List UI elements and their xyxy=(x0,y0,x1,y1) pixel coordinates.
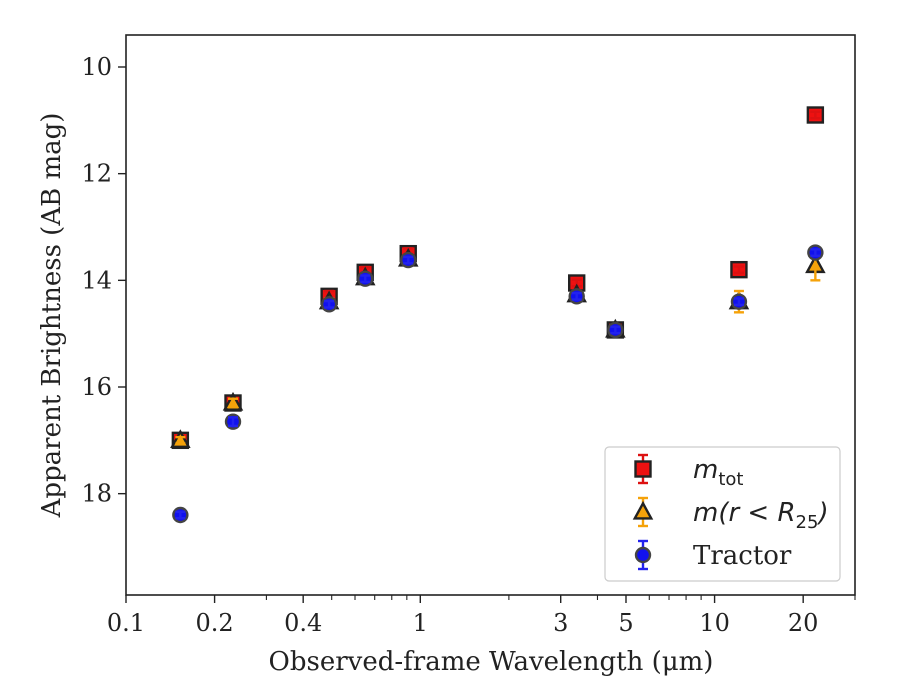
x-axis-label: Observed-frame Wavelength (μm) xyxy=(269,647,714,677)
legend-triangle-marker xyxy=(632,500,654,520)
legend-entry: m(r < R25) xyxy=(632,496,829,533)
legend-entry: Tractor xyxy=(634,539,792,571)
data-point xyxy=(224,413,242,430)
legend-box xyxy=(604,446,841,582)
data-point xyxy=(172,506,189,524)
x-tick-label: 10 xyxy=(699,609,730,637)
y-axis-label: Apparent Brightness (AB mag) xyxy=(37,113,67,519)
x-tick-label: 5 xyxy=(618,609,633,637)
data-point xyxy=(222,391,244,411)
legend-label: Tractor xyxy=(693,541,792,571)
legend-entry: mtot xyxy=(634,453,743,490)
data-point xyxy=(568,288,585,305)
y-tick-label: 18 xyxy=(81,480,112,508)
data-point xyxy=(400,251,417,269)
y-tick-label: 12 xyxy=(81,160,112,188)
plot-area xyxy=(125,34,856,596)
x-tick-label: 0.1 xyxy=(107,609,145,637)
legend-circle-marker xyxy=(634,546,652,564)
data-point xyxy=(170,429,191,449)
x-tick-label: 20 xyxy=(788,609,819,637)
legend-label: m(r < R25) xyxy=(693,498,829,533)
y-tick-label: 14 xyxy=(81,266,112,294)
x-tick-label: 0.2 xyxy=(196,609,234,637)
x-axis: 0.1 0.2 0.4 1 3 5 10 20 xyxy=(107,595,856,637)
data-point xyxy=(730,260,748,279)
plot-frame xyxy=(125,34,856,596)
series-tractor xyxy=(172,244,824,524)
data-point xyxy=(807,244,824,261)
legend-square-marker xyxy=(634,460,652,478)
x-tick-label: 3 xyxy=(553,609,568,637)
x-tick-label: 0.4 xyxy=(284,609,322,637)
y-tick-label: 10 xyxy=(81,53,112,81)
x-tick-label: 1 xyxy=(413,609,428,637)
data-point xyxy=(320,296,338,313)
data-point xyxy=(730,293,748,310)
data-point xyxy=(607,321,624,339)
legend: mtot m(r < R25) Tractor xyxy=(604,446,841,582)
data-point xyxy=(806,106,825,124)
data-point xyxy=(357,270,374,287)
y-tick-label: 16 xyxy=(81,373,112,401)
y-axis: 10 12 14 16 18 xyxy=(81,53,126,508)
data-series xyxy=(170,106,826,524)
legend-label: mtot xyxy=(693,455,743,490)
